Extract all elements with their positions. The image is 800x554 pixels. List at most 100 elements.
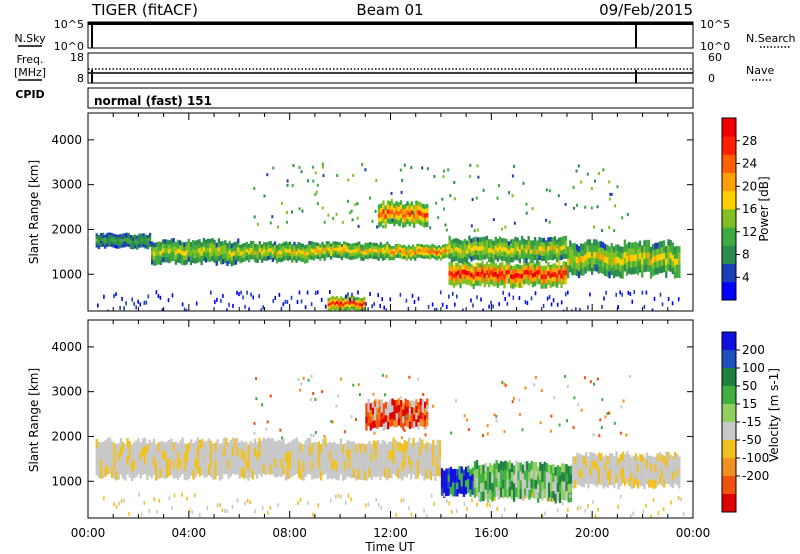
velocity-cell <box>536 494 539 498</box>
velocity-cell <box>621 467 625 476</box>
power-cell <box>390 246 393 250</box>
velocity-cell <box>429 461 433 472</box>
velocity-cell <box>372 458 375 468</box>
power-cell <box>245 241 248 246</box>
power-cell <box>290 295 293 300</box>
power-cell <box>166 253 169 259</box>
power-cell <box>481 278 484 284</box>
velocity-cell <box>558 484 562 495</box>
power-cell <box>250 248 253 253</box>
velocity-cell <box>203 468 206 478</box>
power-cell <box>576 203 578 207</box>
power-cell <box>114 242 118 246</box>
velocity-cell <box>333 450 336 461</box>
velocity-cell <box>602 472 605 481</box>
power-cell <box>426 203 429 209</box>
power-cell <box>518 278 521 284</box>
power-cell <box>250 255 253 260</box>
power-cell <box>250 244 253 249</box>
power-cell <box>276 255 279 260</box>
power-cell <box>238 292 240 297</box>
power-cell <box>119 236 122 241</box>
velocity-cell <box>572 426 575 429</box>
velocity-cell <box>179 458 182 468</box>
power-cell <box>547 271 550 277</box>
velocity-cell <box>495 478 498 488</box>
velocity-cell <box>499 478 503 489</box>
power-cell <box>429 256 432 260</box>
power-cell <box>157 241 160 247</box>
power-cell <box>412 244 415 248</box>
velocity-cell <box>126 447 129 457</box>
velocity-cell <box>385 374 388 378</box>
power-cell <box>284 299 287 304</box>
velocity-cell <box>475 460 479 470</box>
power-cell <box>612 265 616 272</box>
velocity-cell <box>275 441 279 451</box>
power-cell <box>390 191 393 195</box>
velocity-cell <box>251 470 254 480</box>
velocity-cell <box>205 449 208 460</box>
velocity-cell <box>377 457 380 468</box>
power-cell <box>394 246 398 250</box>
power-cell <box>291 254 294 260</box>
power-cell <box>295 244 298 249</box>
power-cell <box>371 252 374 256</box>
power-cell <box>538 261 541 267</box>
power-cell <box>297 242 300 247</box>
power-cell <box>523 252 526 258</box>
power-cell <box>409 257 413 261</box>
power-cell <box>488 273 491 279</box>
power-cell <box>243 246 246 251</box>
power-cell <box>525 253 528 259</box>
power-cell <box>391 205 394 211</box>
velocity-cell <box>403 440 406 450</box>
power-cell <box>512 295 515 300</box>
velocity-cell <box>225 446 228 457</box>
power-cell <box>327 213 330 217</box>
power-cell <box>501 238 504 244</box>
velocity-cell <box>117 443 120 453</box>
power-cell <box>401 248 404 252</box>
velocity-cell <box>369 403 372 411</box>
velocity-cell <box>506 461 509 472</box>
power-cell <box>198 252 201 258</box>
power-cell <box>361 163 364 167</box>
velocity-cell <box>249 450 252 460</box>
power-cell <box>479 263 482 269</box>
velocity-cell <box>667 467 670 477</box>
power-cell <box>161 243 165 249</box>
velocity-cell <box>556 465 559 475</box>
power-cell <box>503 278 506 284</box>
power-cell <box>317 252 320 256</box>
velocity-cell <box>271 456 274 466</box>
velocity-cell <box>177 452 180 462</box>
power-cell <box>310 255 313 260</box>
power-cell <box>575 250 578 258</box>
power-cell <box>431 249 434 253</box>
power-cell <box>669 265 672 272</box>
power-cell <box>435 201 438 205</box>
power-cell <box>388 250 391 255</box>
power-cell <box>236 290 238 295</box>
velocity-cell <box>534 479 538 490</box>
power-cell <box>108 235 111 239</box>
velocity-cell <box>530 487 533 498</box>
velocity-cell <box>317 450 320 460</box>
power-cell <box>577 246 581 253</box>
power-cell <box>457 256 460 262</box>
power-cell <box>426 221 429 227</box>
power-cell <box>610 243 613 250</box>
power-cell <box>327 241 331 245</box>
power-cell <box>560 246 563 252</box>
velocity-cell <box>317 503 319 508</box>
power-cell <box>599 253 602 261</box>
velocity-cell <box>192 443 195 453</box>
power-cell <box>239 248 242 253</box>
power-cell <box>361 303 364 307</box>
power-cell <box>174 241 177 247</box>
velocity-cell <box>220 469 224 480</box>
velocity-cell <box>539 489 542 499</box>
power-cell <box>396 249 400 253</box>
power-cell <box>481 236 484 242</box>
